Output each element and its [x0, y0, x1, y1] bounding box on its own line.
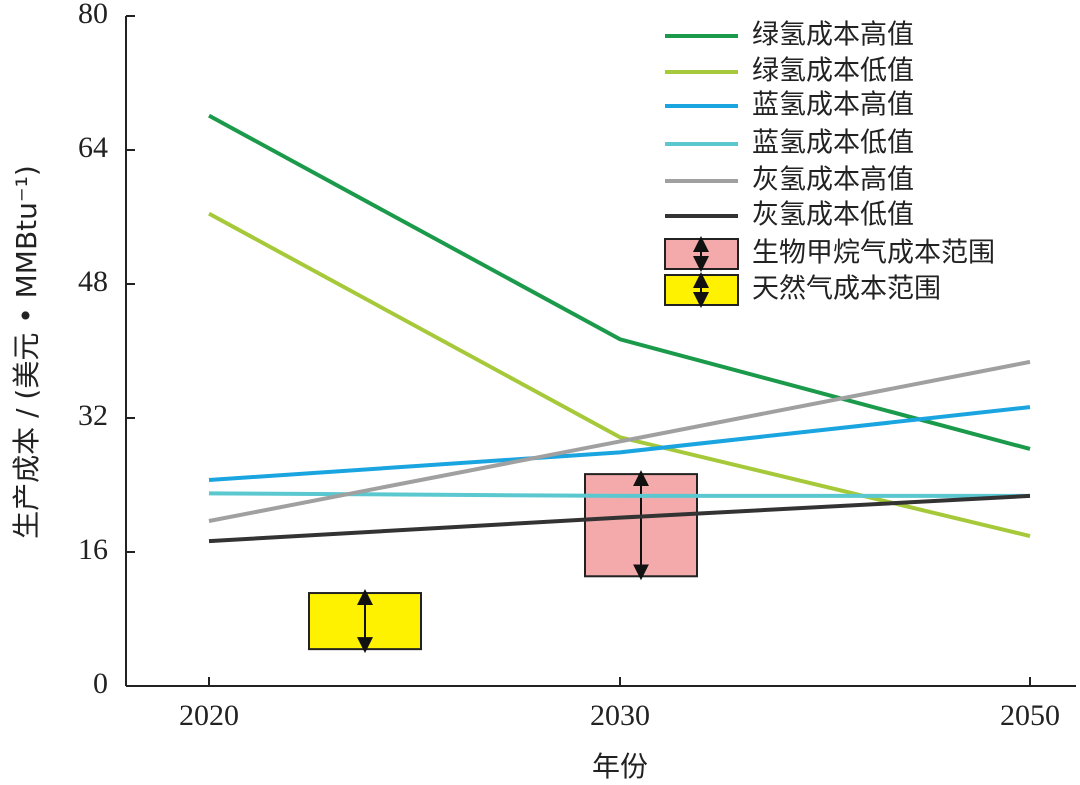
legend-label: 绿氢成本高值	[752, 20, 914, 51]
y-tick-label: 48	[78, 265, 108, 298]
y-axis-label: 生产成本 / (美元 • MMBtu⁻¹)	[10, 165, 43, 539]
y-tick-label: 80	[78, 0, 108, 30]
y-tick-label: 16	[78, 533, 108, 566]
legend-label: 灰氢成本高值	[752, 165, 914, 196]
y-tick-label: 64	[78, 131, 108, 164]
x-tick-label: 2050	[1000, 699, 1060, 732]
legend-label: 灰氢成本低值	[752, 200, 914, 231]
series-line	[208, 113, 1031, 451]
legend-label: 绿氢成本低值	[752, 56, 914, 87]
legend-label: 天然气成本范围	[752, 274, 941, 305]
legend-label: 生物甲烷气成本范围	[752, 238, 995, 269]
series-line	[208, 359, 1031, 523]
y-tick-label: 32	[78, 399, 108, 432]
x-tick-label: 2030	[590, 699, 650, 732]
x-axis-label: 年份	[592, 750, 648, 783]
series-line	[208, 493, 1031, 544]
y-tick-label: 0	[93, 667, 108, 700]
series-line	[208, 405, 1031, 482]
legend-label: 蓝氢成本高值	[752, 90, 914, 121]
x-tick-label: 2020	[179, 699, 239, 732]
legend-label: 蓝氢成本低值	[752, 128, 914, 159]
